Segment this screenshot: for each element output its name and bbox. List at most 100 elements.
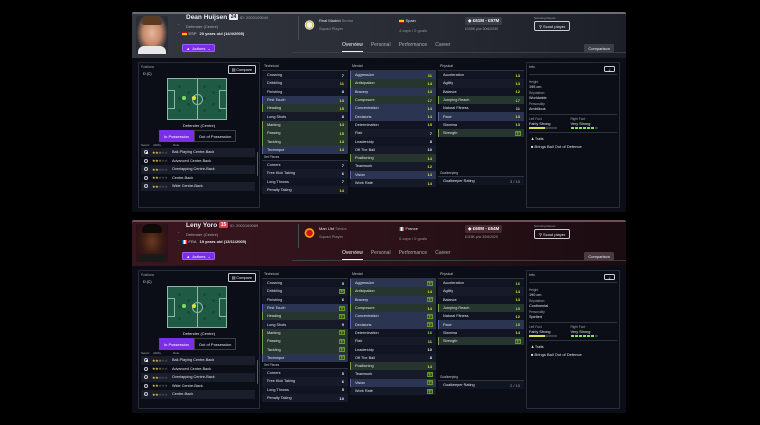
attribute-row[interactable]: Penalty Taking 10 <box>262 393 348 403</box>
role-radio[interactable] <box>144 184 148 189</box>
attribute-row[interactable]: Off The Ball 10 <box>350 145 436 154</box>
attribute-row[interactable]: Stamina 13 <box>438 120 524 130</box>
role-row[interactable]: ★★★★★ Overlapping Centre-Back <box>141 373 255 382</box>
attribute-row[interactable]: Tackling 13 <box>262 345 348 354</box>
role-radio[interactable] <box>144 358 148 363</box>
scout-player-button[interactable]: ⚲ Scout player <box>534 229 571 239</box>
scrollbar[interactable] <box>257 360 258 384</box>
attribute-row[interactable]: Corners 5 <box>262 368 348 378</box>
attribute-row[interactable]: Leadership 10 <box>350 345 436 354</box>
attribute-row[interactable]: Balance 13 <box>438 295 524 304</box>
attribute-row[interactable]: Agility 13 <box>438 79 524 88</box>
role-radio[interactable] <box>144 150 148 155</box>
attribute-row[interactable]: Work Rate 14 <box>350 178 436 188</box>
attribute-row[interactable]: Stamina 14 <box>438 328 524 338</box>
attribute-row[interactable]: Technique 14 <box>262 145 348 154</box>
attribute-row[interactable]: Dribbling 12 <box>262 287 348 296</box>
attribute-row[interactable]: Passing 15 <box>262 129 348 138</box>
role-radio[interactable] <box>144 158 148 163</box>
attribute-row[interactable]: Goalkeeper Rating 2 / 10 <box>438 381 524 390</box>
attribute-row[interactable]: Work Rate 13 <box>350 386 436 396</box>
attribute-row[interactable]: Long Shots 8 <box>262 112 348 121</box>
attribute-row[interactable]: Long Throws 7 <box>262 177 348 186</box>
role-radio[interactable] <box>144 375 148 380</box>
role-row[interactable]: ★★★★★ Centre-Back <box>141 390 255 399</box>
trait-item[interactable]: ■ Brings Ball Out of Defence <box>531 352 582 357</box>
compare-button[interactable]: ▤ Compare <box>227 273 256 282</box>
attribute-row[interactable]: Aggression 13 <box>350 279 436 288</box>
in-possession-button[interactable]: In Possession <box>159 130 194 142</box>
attribute-row[interactable]: Finishing 8 <box>262 87 348 96</box>
club-info[interactable]: Real Madrid Senior Squad Player <box>304 18 353 31</box>
attribute-row[interactable]: Technique 13 <box>262 353 348 362</box>
attribute-row[interactable]: Concentration 13 <box>350 312 436 321</box>
nation-info[interactable]: France 0 caps / 0 goals <box>399 226 427 241</box>
attribute-row[interactable]: Corners 7 <box>262 160 348 170</box>
attribute-row[interactable]: Bravery 13 <box>350 87 436 96</box>
attribute-row[interactable]: Bravery 13 <box>350 295 436 304</box>
attribute-row[interactable]: Passing 13 <box>262 337 348 346</box>
attribute-row[interactable]: Strength 13 <box>438 129 524 138</box>
selected-position-dot[interactable] <box>182 304 186 308</box>
attribute-row[interactable]: Heading 15 <box>262 104 348 113</box>
compare-button[interactable]: ▤ Compare <box>227 65 256 74</box>
role-row[interactable]: ★★★★★ Advanced Centre-Back <box>141 157 255 166</box>
out-of-possession-button[interactable]: Out of Possession <box>193 130 237 142</box>
attribute-row[interactable]: Long Shots 9 <box>262 320 348 329</box>
role-row[interactable]: ★★★★★ Wide Centre-Back <box>141 182 255 191</box>
attribute-row[interactable]: Off The Ball 8 <box>350 353 436 362</box>
scrollbar[interactable] <box>257 152 258 176</box>
attribute-row[interactable]: Heading 15 <box>262 312 348 321</box>
attribute-row[interactable]: Decisions 14 <box>350 112 436 121</box>
attribute-row[interactable]: Jumping Reach 15 <box>438 303 524 313</box>
attribute-row[interactable]: Free Kick Taking 6 <box>262 377 348 386</box>
attribute-row[interactable]: Decisions 13 <box>350 320 436 329</box>
role-row[interactable]: ★★★★★ Overlapping Centre-Back <box>141 165 255 174</box>
role-row[interactable]: ★★★★★ Ball-Playing Centre-Back <box>141 148 255 157</box>
attribute-row[interactable]: Leadership 8 <box>350 137 436 146</box>
attribute-row[interactable]: Balance 12 <box>438 87 524 96</box>
tab-overview[interactable]: Overview <box>342 42 363 52</box>
trait-item[interactable]: ■ Brings Ball Out of Defence <box>531 144 582 149</box>
attribute-row[interactable]: Determination 16 <box>350 328 436 338</box>
attribute-row[interactable]: Long Throws 5 <box>262 385 348 394</box>
selected-position-dot[interactable] <box>192 96 196 100</box>
attribute-row[interactable]: Positioning 14 <box>350 153 436 163</box>
attribute-row[interactable]: Aggression 11 <box>350 71 436 80</box>
attribute-row[interactable]: Dribbling 11 <box>262 79 348 88</box>
attribute-row[interactable]: Vision 14 <box>350 170 436 179</box>
attribute-row[interactable]: Natural Fitness 12 <box>438 312 524 321</box>
role-radio[interactable] <box>144 175 148 180</box>
attribute-row[interactable]: Jumping Reach 17 <box>438 95 524 105</box>
role-radio[interactable] <box>144 392 148 397</box>
attribute-row[interactable]: Crossing 7 <box>262 71 348 80</box>
attribute-row[interactable]: Vision 12 <box>350 378 436 387</box>
attribute-row[interactable]: Finishing 6 <box>262 295 348 304</box>
attribute-row[interactable]: Acceleration 16 <box>438 279 524 288</box>
tab-performance[interactable]: Performance <box>398 42 428 48</box>
chevron-up-icon[interactable]: ⌃ <box>176 23 181 28</box>
role-row[interactable]: ★★★★★ Advanced Centre-Back <box>141 365 255 374</box>
role-row[interactable]: ★★★★★ Centre-Back <box>141 174 255 183</box>
role-radio[interactable] <box>144 366 148 371</box>
chevron-up-icon[interactable]: ⌃ <box>176 231 181 236</box>
attribute-row[interactable]: Marking 13 <box>262 328 348 338</box>
actions-button[interactable]: ▲ Actions ⌄ <box>182 252 215 260</box>
actions-button[interactable]: ▲ Actions ⌄ <box>182 44 215 52</box>
club-info[interactable]: Man Utd Senior Squad Player <box>304 226 347 239</box>
attribute-row[interactable]: Crossing 5 <box>262 279 348 288</box>
attribute-row[interactable]: Pace 13 <box>438 112 524 121</box>
role-row[interactable]: ★★★★★ Wide Centre-Back <box>141 382 255 391</box>
attribute-row[interactable]: Acceleration 13 <box>438 71 524 80</box>
attribute-row[interactable]: Teamwork 12 <box>350 162 436 171</box>
attribute-row[interactable]: Free Kick Taking 6 <box>262 169 348 178</box>
attribute-row[interactable]: Tackling 14 <box>262 137 348 146</box>
attribute-row[interactable]: Composure 14 <box>350 303 436 313</box>
player-nav-arrows[interactable]: ⌃ ⌄ <box>176 231 181 243</box>
attribute-row[interactable]: Anticipation 14 <box>350 287 436 296</box>
tab-overview[interactable]: Overview <box>342 250 363 260</box>
attribute-row[interactable]: Teamwork 13 <box>350 370 436 379</box>
attribute-row[interactable]: Determination 15 <box>350 120 436 130</box>
tab-performance[interactable]: Performance <box>398 250 428 256</box>
attribute-row[interactable]: First Touch 13 <box>262 95 348 105</box>
